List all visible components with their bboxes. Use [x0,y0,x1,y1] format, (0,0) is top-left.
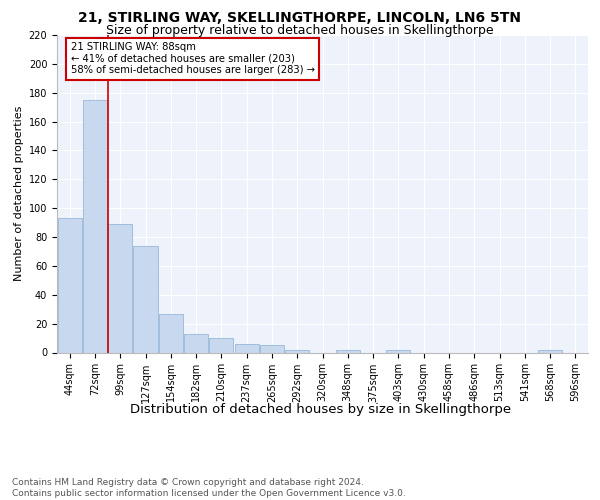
Text: 21, STIRLING WAY, SKELLINGTHORPE, LINCOLN, LN6 5TN: 21, STIRLING WAY, SKELLINGTHORPE, LINCOL… [79,11,521,25]
Bar [108,224,132,352]
Bar [159,314,183,352]
Text: Size of property relative to detached houses in Skellingthorpe: Size of property relative to detached ho… [106,24,494,37]
Bar [83,100,107,352]
Bar [260,346,284,352]
Y-axis label: Number of detached properties: Number of detached properties [14,106,25,282]
Bar [538,350,562,352]
Text: Distribution of detached houses by size in Skellingthorpe: Distribution of detached houses by size … [130,402,512,415]
Bar [209,338,233,352]
Text: Contains HM Land Registry data © Crown copyright and database right 2024.
Contai: Contains HM Land Registry data © Crown c… [12,478,406,498]
Bar [285,350,309,352]
Text: 21 STIRLING WAY: 88sqm
← 41% of detached houses are smaller (203)
58% of semi-de: 21 STIRLING WAY: 88sqm ← 41% of detached… [71,42,315,76]
Bar [235,344,259,352]
Bar [58,218,82,352]
Bar [133,246,158,352]
Bar [386,350,410,352]
Bar [336,350,360,352]
Bar [184,334,208,352]
